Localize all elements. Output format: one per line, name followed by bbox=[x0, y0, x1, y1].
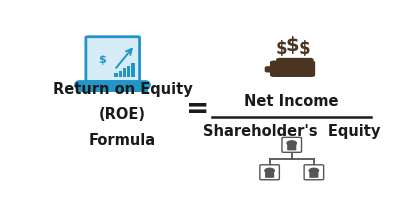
Circle shape bbox=[265, 168, 274, 173]
Text: =: = bbox=[186, 95, 209, 123]
Text: Net Income: Net Income bbox=[244, 94, 339, 109]
Bar bbox=[123, 68, 126, 78]
FancyBboxPatch shape bbox=[265, 172, 274, 178]
Text: Shareholder's  Equity: Shareholder's Equity bbox=[203, 124, 381, 139]
FancyBboxPatch shape bbox=[304, 165, 324, 180]
Text: $: $ bbox=[286, 36, 299, 55]
Text: $: $ bbox=[98, 55, 106, 65]
Text: $: $ bbox=[276, 40, 287, 58]
Bar bbox=[131, 63, 134, 78]
Bar bbox=[114, 73, 118, 78]
FancyBboxPatch shape bbox=[287, 145, 296, 150]
FancyBboxPatch shape bbox=[265, 66, 282, 73]
FancyBboxPatch shape bbox=[309, 172, 318, 178]
Bar bbox=[118, 71, 122, 78]
Bar bbox=[127, 65, 130, 78]
Circle shape bbox=[309, 168, 318, 173]
Text: Return on Equity: Return on Equity bbox=[52, 82, 192, 97]
FancyBboxPatch shape bbox=[282, 137, 302, 152]
FancyBboxPatch shape bbox=[270, 60, 315, 77]
FancyBboxPatch shape bbox=[86, 37, 139, 82]
Text: (ROE): (ROE) bbox=[99, 107, 146, 122]
Text: Formula: Formula bbox=[89, 133, 156, 148]
Text: $: $ bbox=[299, 40, 310, 58]
Circle shape bbox=[287, 141, 297, 146]
FancyBboxPatch shape bbox=[260, 165, 279, 180]
FancyBboxPatch shape bbox=[78, 86, 148, 92]
FancyBboxPatch shape bbox=[276, 58, 314, 67]
